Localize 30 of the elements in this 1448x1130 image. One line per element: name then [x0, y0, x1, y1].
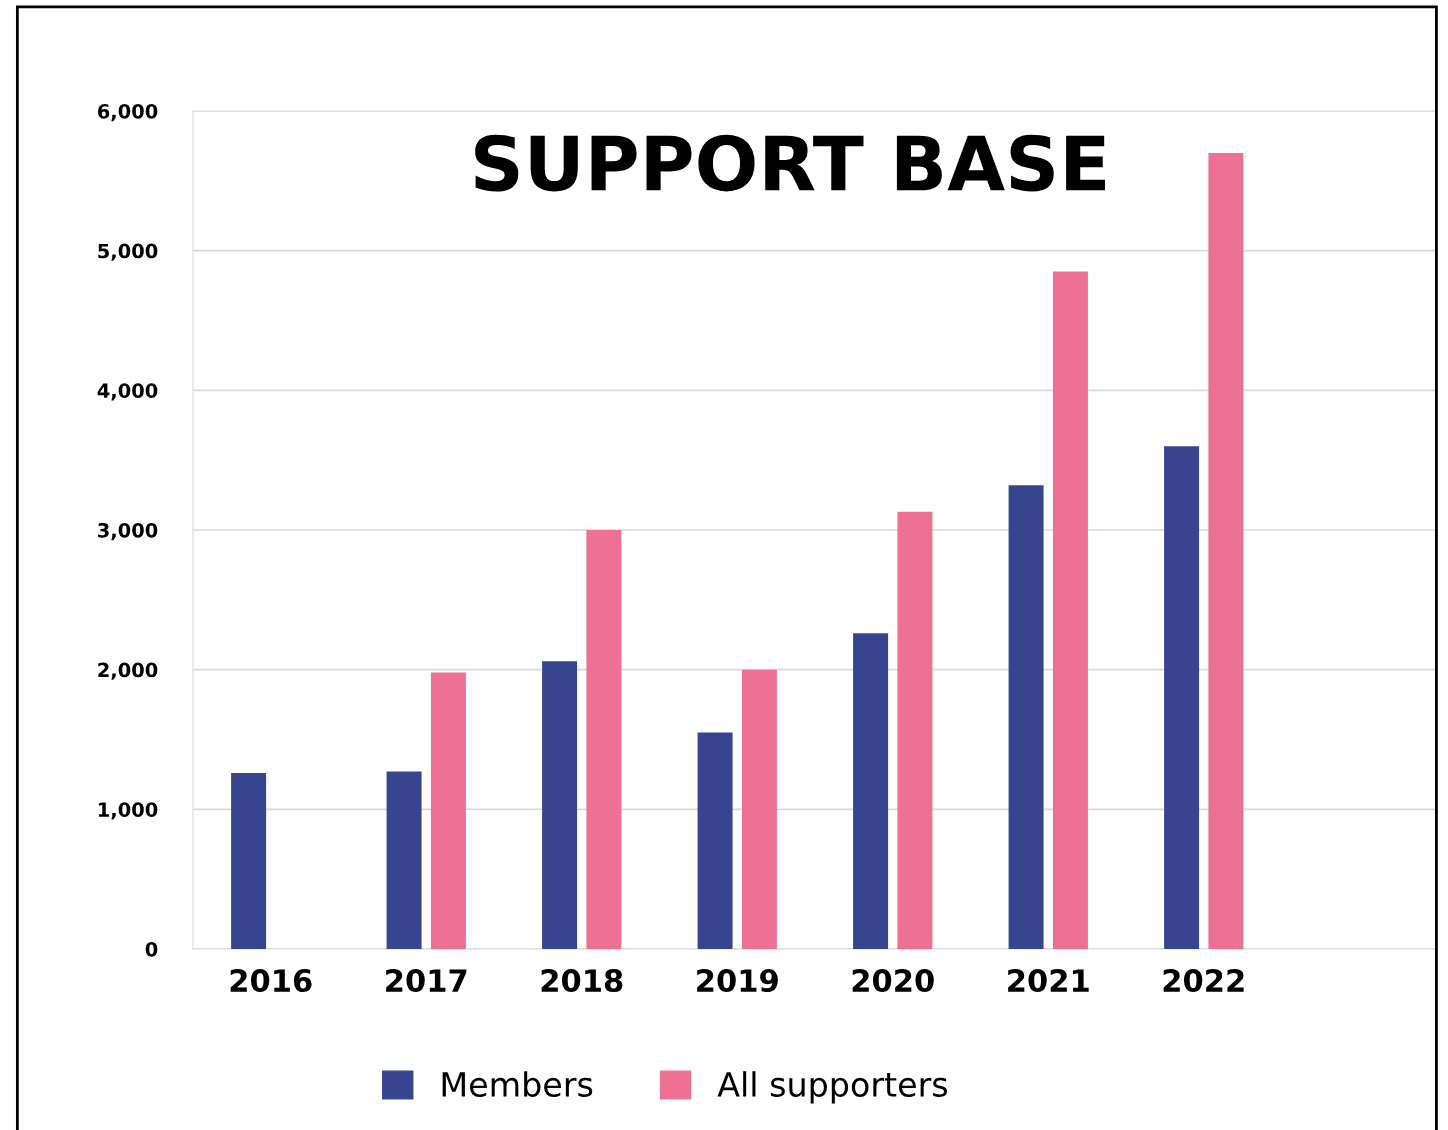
- x-tick-label: 2018: [541, 968, 623, 993]
- y-tick-label: 2,000: [98, 662, 158, 680]
- bar: [1008, 485, 1044, 949]
- bar: [386, 771, 422, 949]
- bar: [853, 633, 889, 949]
- x-tick-label: 2016: [230, 968, 312, 993]
- x-tick-label: 2021: [1008, 968, 1089, 993]
- bar: [231, 773, 267, 949]
- y-tick-label: 4,000: [97, 383, 158, 401]
- y-tick-label: 0: [145, 941, 158, 957]
- bar: [697, 732, 733, 949]
- bar: [430, 672, 466, 949]
- y-tick-label: 3,000: [98, 522, 158, 541]
- x-tick-label: 2020: [852, 968, 934, 993]
- bar: [1208, 152, 1244, 949]
- chart-title: SUPPORT BASE: [475, 134, 1105, 192]
- bar: [1164, 446, 1200, 949]
- legend-label: All supporters: [717, 1071, 948, 1104]
- bar: [586, 530, 622, 949]
- y-tick-label: 6,000: [97, 103, 158, 122]
- bar: [1052, 271, 1088, 949]
- y-tick-label: 5,000: [98, 243, 158, 261]
- x-tick-label: 2017: [386, 968, 467, 993]
- bar: [897, 511, 933, 949]
- bar: [741, 669, 777, 949]
- legend-label: Members: [442, 1071, 593, 1097]
- x-tick-label: 2019: [697, 968, 778, 993]
- y-tick-label: 1,000: [98, 802, 158, 820]
- bar: [542, 661, 578, 949]
- x-tick-label: 2022: [1163, 968, 1244, 993]
